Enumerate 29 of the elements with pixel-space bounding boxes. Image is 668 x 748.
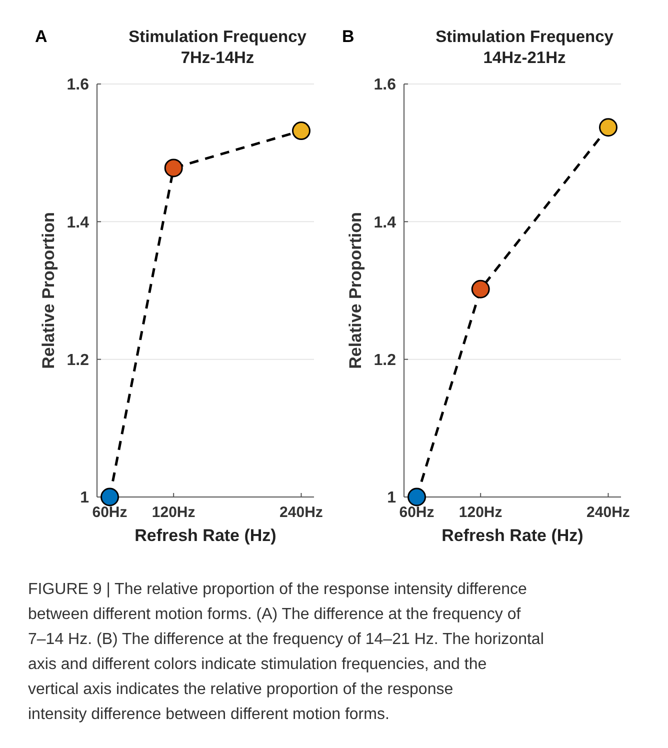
point — [292, 122, 310, 140]
y-tick-label: 1.4 — [66, 214, 90, 232]
y-tick-label: 1 — [80, 490, 90, 507]
chart-title: Stimulation Frequency 14Hz-21Hz — [436, 28, 614, 67]
y-tick-label: 1.2 — [66, 352, 90, 369]
y-tick-label: 1.6 — [66, 76, 90, 94]
x-tick-label: 120Hz — [458, 504, 502, 521]
y-tick-label: 1.6 — [374, 76, 396, 94]
x-tick-label: 240Hz — [586, 504, 630, 521]
point — [164, 158, 183, 178]
y-axis-title: Relative Proportion — [39, 212, 58, 369]
caption: FIGURE 9 | The relative proportion of the response intensity difference between different motion forms. (A) The difference at the frequency of 7–14 Hz. (B) The difference at the frequency of 14–21 Hz. The horizontal axis and different colors indicate stimulation frequencies, and the vertical axis indicates the relative proportion of the response intensity difference between different motion forms. — [28, 581, 544, 723]
x-tick-label: 60Hz — [92, 504, 128, 521]
x-tick-label: 60Hz — [399, 504, 434, 521]
x-axis-title: Refresh Rate (Hz) — [134, 526, 276, 545]
y-tick-label: 1.4 — [374, 214, 396, 232]
y-axis-title: Relative Proportion — [346, 212, 365, 369]
x-tick-label: 120Hz — [152, 504, 196, 521]
text: A — [35, 27, 48, 46]
point — [100, 488, 120, 506]
point — [598, 118, 618, 137]
chart-title: Stimulation Frequency 7Hz-14Hz — [128, 28, 308, 67]
y-tick-label: 1 — [387, 490, 396, 507]
x-tick-label: 240Hz — [280, 504, 323, 521]
point — [408, 488, 426, 506]
point — [471, 280, 490, 298]
x-axis-title: Refresh Rate (Hz) — [442, 526, 584, 545]
text: B — [342, 27, 354, 46]
y-tick-label: 1.2 — [374, 352, 396, 369]
